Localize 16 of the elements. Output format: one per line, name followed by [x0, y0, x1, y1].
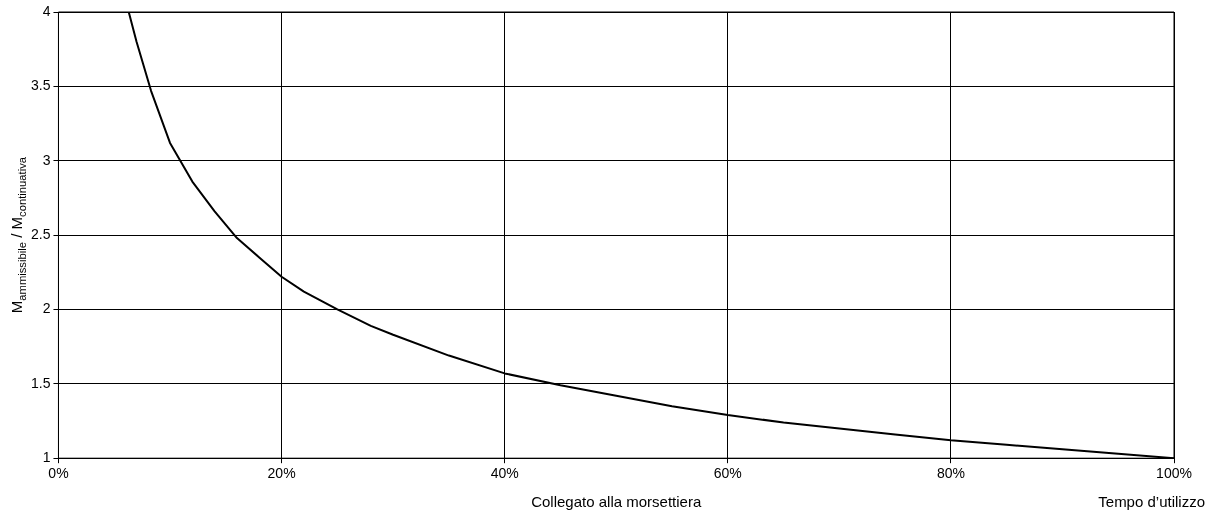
x-tick-label: 80% — [936, 465, 965, 482]
x-tick-label: 20% — [267, 465, 296, 482]
x-tick-label: 0% — [48, 465, 69, 482]
y-tick-label: 1 — [42, 449, 51, 466]
x-tick-label: 100% — [1156, 465, 1192, 482]
x-axis-title: Collegato alla morsettiera — [531, 493, 702, 511]
x-tick-label: 40% — [490, 465, 519, 482]
y-axis-title: Mammissibile / Mcontinuativa — [8, 156, 28, 314]
y-tick-label: 2.5 — [30, 225, 51, 242]
y-tick-label: 2 — [42, 300, 51, 317]
y-tick-label: 3.5 — [30, 77, 51, 94]
text: Tempo d’utilizzo — [1098, 493, 1205, 511]
y-tick-label: 4 — [42, 2, 51, 19]
x-tick-label: 60% — [713, 465, 742, 482]
y-tick-label: 1.5 — [30, 374, 51, 391]
y-tick-label: 3 — [42, 151, 51, 168]
